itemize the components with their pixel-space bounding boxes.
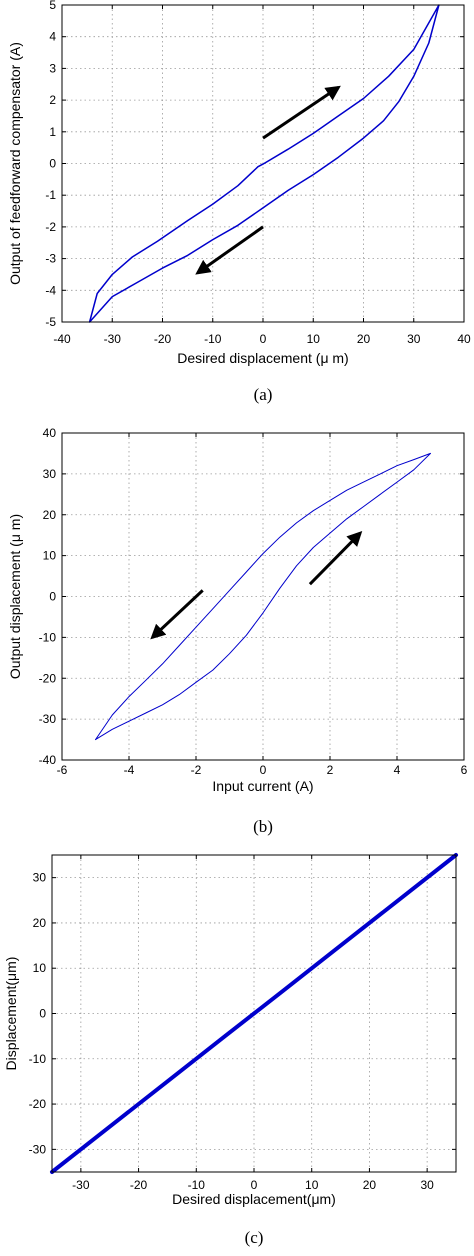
y-tick-label: -4 [45,283,56,297]
direction-arrow [195,225,264,275]
y-axis-label: Output displacement (μ m) [7,514,23,679]
x-tick-label: -30 [72,1178,90,1192]
x-tick-label: -6 [57,763,68,777]
y-tick-label: 0 [49,590,56,604]
y-tick-label: -2 [45,220,56,234]
plot-frame [61,432,465,761]
direction-arrow [150,589,204,640]
x-axis-label: Desired displacement(μm) [172,1191,336,1207]
y-tick-label: -20 [29,1097,47,1111]
series-line [50,853,458,1174]
y-tick-label: 10 [33,961,47,975]
y-axis-label: Output of feedforward compensator (A) [7,42,23,285]
x-tick-label: 10 [307,332,321,346]
x-axis-label: Desired displacement (μ m) [177,350,348,366]
plot-frame [51,854,457,1173]
y-tick-label: 0 [39,1007,46,1021]
panel-caption: (b) [253,817,273,836]
x-tick-label: -30 [104,332,122,346]
x-tick-label: -2 [191,763,202,777]
y-axis-label: Displacement(μm) [3,957,19,1071]
panel-caption: (c) [245,1228,264,1247]
y-tick-label: 30 [43,467,57,481]
y-tick-label: 5 [49,0,56,12]
x-tick-label: 0 [260,332,267,346]
x-tick-labels: -6 -4 -2 0 2 4 6 [57,763,468,777]
y-tick-label: 4 [49,30,56,44]
x-tick-label: -10 [188,1178,206,1192]
y-tick-label: -20 [39,671,57,685]
y-tick-label: -30 [39,712,57,726]
y-tick-label: 2 [49,93,56,107]
y-tick-label: 1 [49,125,56,139]
series [95,452,431,741]
y-tick-label: 40 [43,426,57,440]
x-tick-label: -40 [53,332,71,346]
x-tick-label: -4 [124,763,135,777]
y-tick-labels: -40 -30 -20 -10 0 10 20 30 40 [39,426,57,767]
x-axis-label: Input current (A) [212,778,313,794]
x-tick-label: 4 [394,763,401,777]
y-tick-label: 10 [43,549,57,563]
y-tick-label: -40 [39,753,57,767]
y-tick-label: -10 [29,1052,47,1066]
x-tick-label: -10 [204,332,222,346]
direction-arrow [262,85,341,140]
series [50,853,458,1174]
panel-caption: (a) [254,385,273,404]
x-tick-label: 30 [420,1178,434,1192]
y-tick-label: -1 [45,188,56,202]
x-tick-label: 20 [363,1178,377,1192]
x-tick-labels: -30 -20 -10 0 10 20 30 [72,1178,434,1192]
direction-arrow [308,531,363,586]
y-tick-label: 20 [33,916,47,930]
x-tick-label: -20 [130,1178,148,1192]
y-tick-labels: -30 -20 -10 0 10 20 30 [29,871,47,1157]
arrows [195,85,341,275]
arrows [150,531,363,640]
x-tick-label: -20 [154,332,172,346]
x-tick-label: 30 [407,332,421,346]
y-tick-label: -10 [39,630,57,644]
x-tick-label: 40 [457,332,471,346]
x-tick-labels: -40 -30 -20 -10 0 10 20 30 40 [53,332,471,346]
x-tick-label: 10 [305,1178,319,1192]
y-tick-label: 20 [43,508,57,522]
x-tick-label: 0 [251,1178,258,1192]
y-tick-label: -30 [29,1142,47,1156]
panel-c: -30 -20 -10 0 10 20 30 -30 -20 -10 0 10 20 30 Desire… [3,853,458,1247]
x-tick-label: 6 [461,763,468,777]
plot-frame [61,4,465,323]
y-tick-labels: -5 -4 -3 -2 -1 0 1 2 3 4 5 [45,0,56,329]
x-tick-label: 0 [260,763,267,777]
x-tick-label: 20 [357,332,371,346]
x-tick-label: 2 [327,763,334,777]
y-tick-label: 3 [49,61,56,75]
y-tick-label: -5 [45,315,56,329]
y-tick-label: -3 [45,252,56,266]
y-tick-label: 0 [49,157,56,171]
grid [61,432,465,761]
series-line [95,452,431,741]
y-tick-label: 30 [33,871,47,885]
